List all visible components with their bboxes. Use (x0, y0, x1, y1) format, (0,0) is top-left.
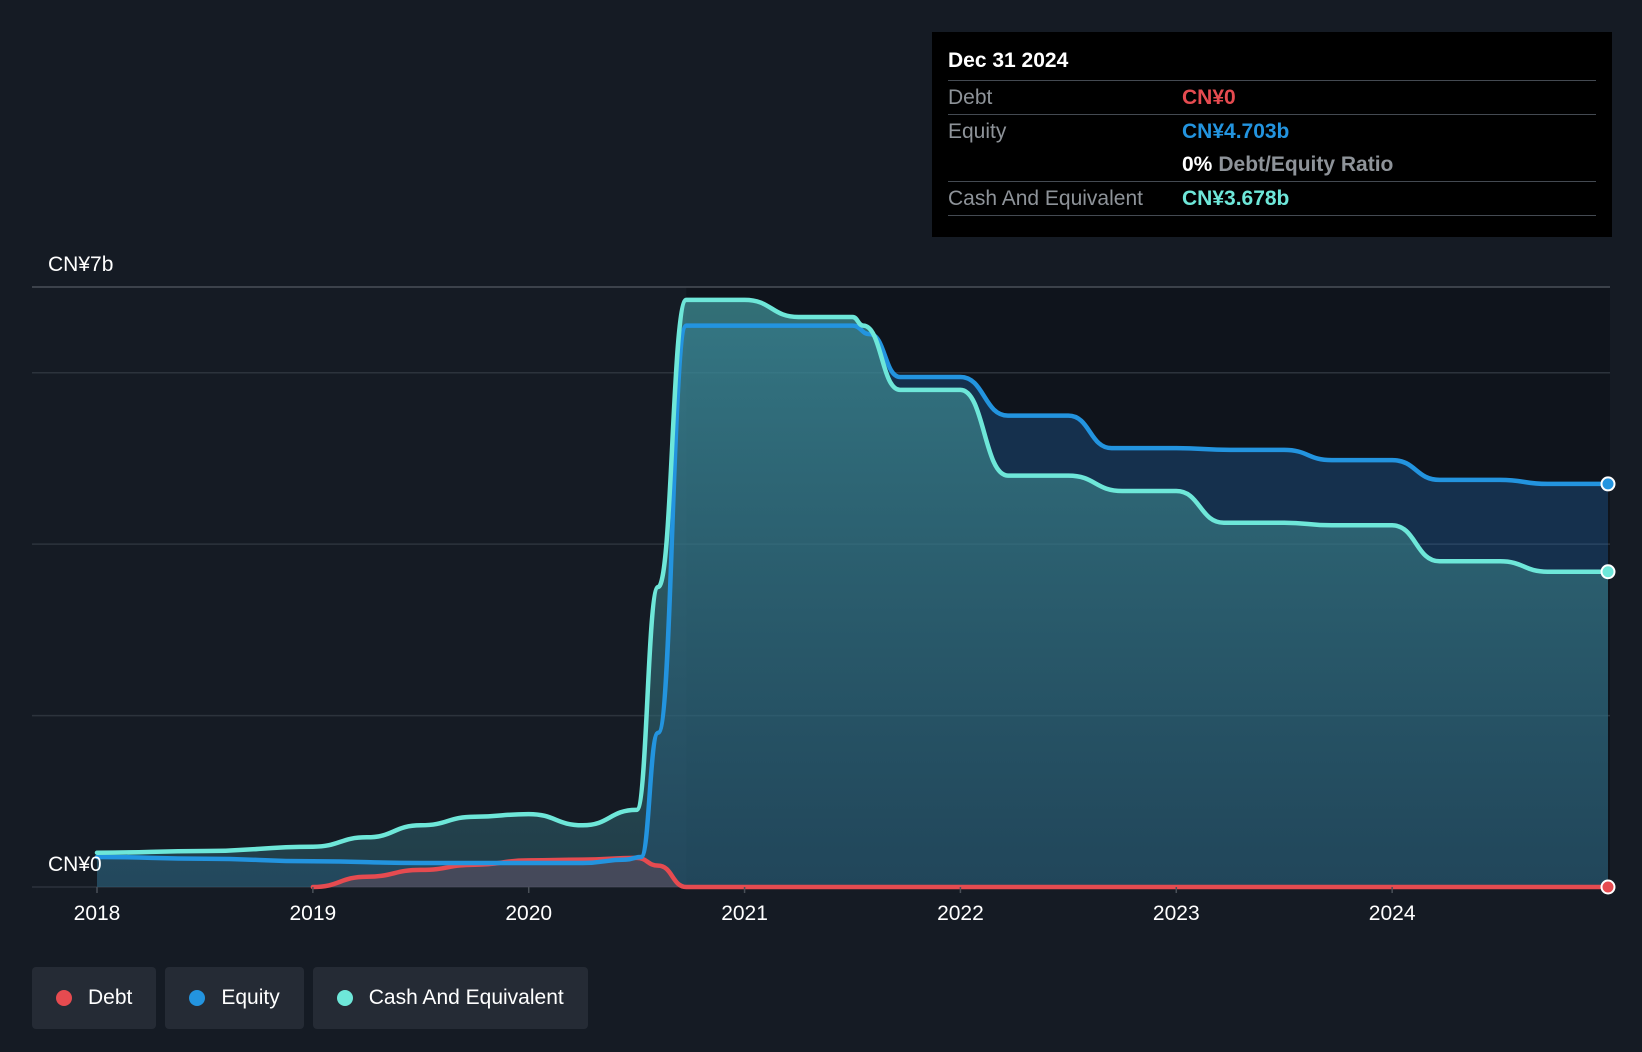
cash-area (97, 299, 1608, 887)
tooltip-date: Dec 31 2024 (948, 49, 1069, 72)
x-tick-label: 2020 (505, 902, 552, 925)
y-axis-label-bottom: CN¥0 (48, 853, 102, 876)
y-axis-labels: CN¥7b CN¥0 (48, 253, 113, 876)
x-tick-label: 2024 (1369, 902, 1416, 925)
legend-label-equity: Equity (221, 986, 280, 1009)
legend-item-cash[interactable]: Cash And Equivalent (312, 967, 588, 1029)
tooltip-ratio-value: 0% (1182, 152, 1213, 176)
tooltip-ratio-label: Debt/Equity Ratio (1218, 152, 1394, 176)
series-lines (94, 297, 1611, 890)
cash-end-point (1600, 564, 1616, 580)
tooltip-debt-label: Debt (948, 85, 993, 109)
tooltip-row-equity: Equity CN¥4.703b (948, 114, 1596, 148)
legend-dot-cash-icon (336, 990, 353, 1006)
legend: Debt Equity Cash And Equivalent (32, 967, 588, 1029)
x-tick-label: 2022 (937, 902, 984, 925)
tooltip-cash-value: CN¥3.678b (1182, 186, 1290, 210)
legend-item-equity[interactable]: Equity (165, 967, 304, 1029)
x-axis-labels: 2018 2019 2020 2021 2022 2023 2024 (74, 887, 1416, 925)
debt-end-point (1600, 879, 1616, 895)
tooltip-row-cash: Cash And Equivalent CN¥3.678b (948, 181, 1596, 216)
tooltip-row-debt: Debt CN¥0 (948, 80, 1596, 114)
legend-label-debt: Debt (88, 986, 133, 1009)
series-areas (97, 299, 1608, 887)
equity-line (94, 323, 1611, 866)
x-tick-label: 2018 (74, 902, 121, 925)
cash-line (94, 297, 1611, 855)
tooltip-equity-label: Equity (948, 119, 1007, 143)
y-axis-label-top: CN¥7b (48, 253, 113, 276)
legend-dot-equity-icon (189, 990, 206, 1006)
end-markers (1600, 476, 1616, 895)
tooltip-debt-value: CN¥0 (1182, 85, 1236, 109)
tooltip-cash-label: Cash And Equivalent (948, 186, 1143, 210)
tooltip-row-ratio: 0% Debt/Equity Ratio (948, 148, 1596, 181)
tooltip-equity-value: CN¥4.703b (1182, 119, 1290, 143)
x-tick-label: 2023 (1153, 902, 1200, 925)
legend-dot-debt-icon (56, 990, 72, 1006)
debt-line (310, 855, 1611, 890)
tooltip: Dec 31 2024 Debt CN¥0 Equity CN¥4.703b 0… (932, 32, 1612, 237)
legend-item-debt[interactable]: Debt (32, 967, 157, 1029)
legend-label-cash: Cash And Equivalent (368, 986, 564, 1009)
debt-equity-chart: CN¥7b CN¥0 2018 2019 2020 2021 2022 2023 2024 (32, 253, 1616, 925)
x-tick-label: 2021 (721, 902, 768, 925)
equity-end-point (1600, 476, 1616, 492)
debt-area (312, 857, 1608, 887)
x-tick-label: 2019 (289, 902, 336, 925)
